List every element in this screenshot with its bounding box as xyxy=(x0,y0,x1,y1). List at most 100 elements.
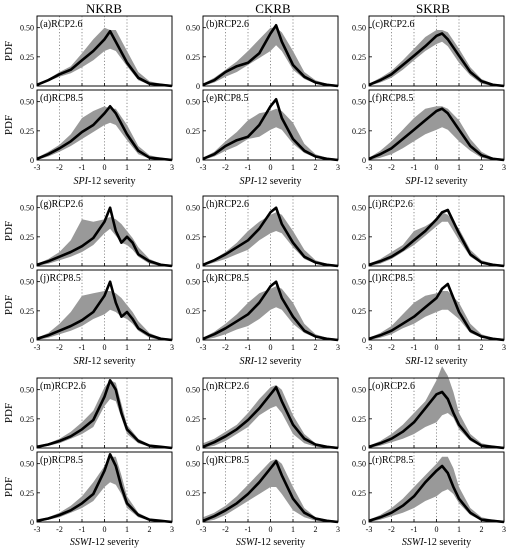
y-tick-label: 0 xyxy=(30,82,34,91)
x-tick-label: -1 xyxy=(79,163,86,172)
y-tick-label: 0 xyxy=(196,82,200,91)
panel-label: (n)RCP2.6 xyxy=(206,381,249,392)
x-tick-label: 1 xyxy=(457,525,461,534)
panel: (f)RCP8.5 0 0.25 0.50 -3 -2 -1 0 1 2 3 SPI-12 sever… xyxy=(352,89,506,187)
x-tick-label: -1 xyxy=(245,163,252,172)
panel: (b)RCP2.6 0 0.25 0.50 xyxy=(186,15,339,91)
panel: (l)RCP8.5 0 0.25 0.50 -3 -2 -1 0 1 2 3 SRI-12 sever… xyxy=(352,269,506,367)
panel-label: (e)RCP8.5 xyxy=(206,93,249,104)
panel-label: (l)RCP8.5 xyxy=(372,273,413,284)
uncertainty-band xyxy=(203,286,338,340)
panel-label: (a)RCP2.6 xyxy=(40,19,83,30)
y-tick-label: 0.50 xyxy=(352,204,366,213)
x-tick-label: 0 xyxy=(435,343,439,352)
x-tick-label: 0 xyxy=(103,343,107,352)
x-tick-label: 1 xyxy=(457,343,461,352)
x-axis-label: SSWI-12 severity xyxy=(402,537,471,548)
x-axis-label-index: SSWI xyxy=(236,537,258,548)
x-tick-label: 1 xyxy=(125,525,129,534)
panel-label: (k)RCP8.5 xyxy=(206,273,249,284)
panel-label: (c)RCP2.6 xyxy=(372,19,415,30)
x-axis-label-suffix: -12 severity xyxy=(254,176,302,187)
pdf-line xyxy=(202,460,339,524)
x-axis-label-index: SSWI xyxy=(70,537,92,548)
y-tick-label: 0.25 xyxy=(352,53,366,62)
y-tick-label: 0.25 xyxy=(186,307,200,316)
x-tick-label: 1 xyxy=(291,163,295,172)
y-tick-label: 0.50 xyxy=(20,278,34,287)
panel: (q)RCP8.5 0 0.25 0.50 -3 -2 -1 0 1 2 3 SSWI-12 seve… xyxy=(186,451,340,548)
x-tick-label: 3 xyxy=(502,343,506,352)
panel: (d)RCP8.5 0 0.25 0.50 -3 -2 -1 0 1 2 3 PDF SPI-12 se… xyxy=(3,89,174,187)
y-tick-label: 0.25 xyxy=(186,415,200,424)
panel-label: (h)RCP2.6 xyxy=(206,199,249,210)
pdf-line xyxy=(36,280,173,342)
y-tick-label: 0.50 xyxy=(352,98,366,107)
x-axis-label: SSWI-12 severity xyxy=(236,537,305,548)
x-axis-label-suffix: -12 severity xyxy=(420,356,468,367)
x-tick-label: -1 xyxy=(79,525,86,534)
x-tick-label: 0 xyxy=(269,525,273,534)
x-tick-label: -1 xyxy=(411,163,418,172)
y-tick-label: 0.50 xyxy=(186,386,200,395)
x-axis-label-suffix: -12 severity xyxy=(258,537,306,548)
panel: (c)RCP2.6 0 0.25 0.50 xyxy=(352,15,505,91)
x-tick-label: -3 xyxy=(200,525,207,534)
x-tick-label: 1 xyxy=(291,343,295,352)
y-axis-label: PDF xyxy=(3,477,15,497)
y-tick-label: 0.25 xyxy=(352,307,366,316)
x-tick-label: -1 xyxy=(79,343,86,352)
pdf-line xyxy=(202,24,339,88)
y-tick-label: 0.25 xyxy=(186,489,200,498)
column-title: SKRB xyxy=(416,1,450,16)
x-tick-label: -1 xyxy=(411,343,418,352)
y-tick-label: 0 xyxy=(196,444,200,453)
uncertainty-band xyxy=(369,366,504,448)
y-tick-label: 0.25 xyxy=(352,127,366,136)
x-tick-label: -3 xyxy=(34,163,41,172)
x-tick-label: -2 xyxy=(388,163,395,172)
x-axis-label-index: SPI xyxy=(74,176,89,187)
pdf-line xyxy=(202,280,339,342)
panel-label: (m)RCP2.6 xyxy=(40,381,86,392)
y-tick-label: 0.25 xyxy=(20,233,34,242)
pdf-line xyxy=(36,105,173,162)
y-axis-label: PDF xyxy=(3,221,15,241)
x-tick-label: -3 xyxy=(34,525,41,534)
x-tick-label: -3 xyxy=(366,343,373,352)
x-tick-label: -2 xyxy=(56,525,63,534)
x-tick-label: 0 xyxy=(435,163,439,172)
pdf-line xyxy=(368,282,505,342)
x-tick-label: -2 xyxy=(388,525,395,534)
y-tick-label: 0.50 xyxy=(20,386,34,395)
y-tick-label: 0 xyxy=(30,518,34,527)
y-tick-label: 0.50 xyxy=(20,98,34,107)
y-tick-label: 0.50 xyxy=(352,24,366,33)
x-tick-label: 3 xyxy=(502,163,506,172)
y-tick-label: 0 xyxy=(196,262,200,271)
x-tick-label: 2 xyxy=(480,343,484,352)
pdf-line xyxy=(36,206,173,268)
x-tick-label: 0 xyxy=(269,163,273,172)
y-tick-label: 0 xyxy=(362,518,366,527)
x-tick-label: 2 xyxy=(314,163,318,172)
y-tick-label: 0 xyxy=(362,444,366,453)
y-tick-label: 0.25 xyxy=(20,489,34,498)
x-tick-label: -2 xyxy=(222,343,229,352)
x-tick-label: -1 xyxy=(245,343,252,352)
x-tick-label: 0 xyxy=(103,525,107,534)
x-axis-label-suffix: -12 severity xyxy=(420,176,468,187)
y-tick-label: 0.50 xyxy=(186,460,200,469)
uncertainty-band xyxy=(37,106,172,160)
column-titles: NKRB CKRB SKRB xyxy=(86,1,450,16)
x-tick-label: 2 xyxy=(314,525,318,534)
pdf-line xyxy=(368,107,505,162)
panel: (m)RCP2.6 0 0.25 0.50 PDF xyxy=(3,377,173,453)
x-tick-label: -2 xyxy=(388,343,395,352)
y-tick-label: 0.50 xyxy=(20,460,34,469)
y-tick-label: 0.25 xyxy=(352,415,366,424)
x-tick-label: 2 xyxy=(480,163,484,172)
y-tick-label: 0.50 xyxy=(352,386,366,395)
y-axis-label: PDF xyxy=(3,41,15,61)
x-axis-label: SPI-12 severity xyxy=(74,176,136,187)
